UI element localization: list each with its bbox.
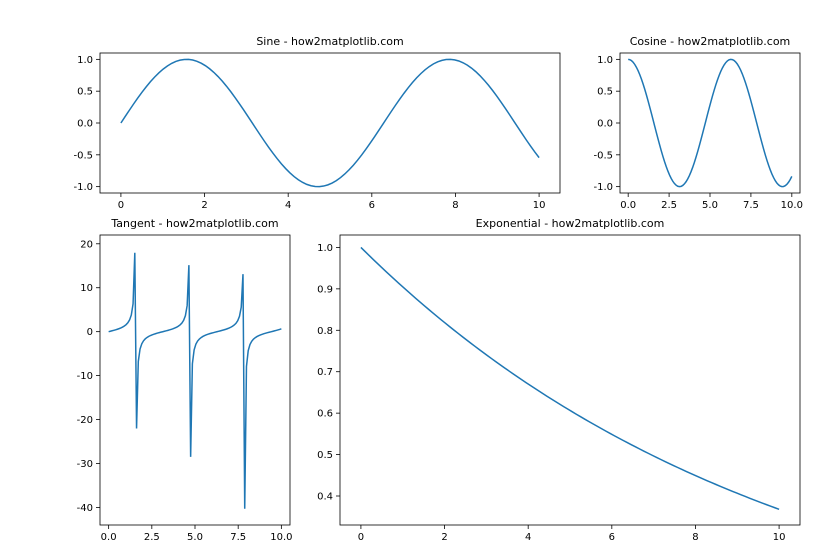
ytick-label: -10 — [77, 371, 93, 382]
ytick-label: 0.0 — [77, 119, 93, 130]
subplot-title: Exponential - how2matplotlib.com — [476, 217, 665, 230]
subplot-2: 0.0 2.5 5.0 7.5 10.0 -40 -30 -20 -10 0 10 20 Tangent… — [77, 217, 293, 543]
subplot-title: Sine - how2matplotlib.com — [256, 35, 403, 48]
xtick-label: 0 — [118, 200, 124, 211]
ytick-label: -1.0 — [73, 182, 93, 193]
xtick-label: 2.5 — [661, 200, 677, 211]
subplot-title: Tangent - how2matplotlib.com — [110, 217, 278, 230]
ytick-label: 1.0 — [77, 55, 93, 66]
xtick-label: 10.0 — [270, 532, 292, 543]
xtick-label: 10 — [773, 532, 786, 543]
xtick-label: 5.0 — [187, 532, 203, 543]
xtick-label: 8 — [452, 200, 458, 211]
ytick-label: 0.8 — [317, 326, 333, 337]
series-line — [121, 59, 539, 186]
ytick-label: -1.0 — [593, 182, 613, 193]
subplot-3: 0 2 4 6 8 10 0.4 0.5 0.6 0.7 0.8 0.9 1.0 Exponential … — [317, 217, 800, 543]
xtick-label: 4 — [285, 200, 291, 211]
xtick-label: 10.0 — [781, 200, 803, 211]
xtick-label: 8 — [692, 532, 698, 543]
series-line — [109, 253, 282, 509]
ytick-label: 0.6 — [317, 409, 333, 420]
ytick-label: 1.0 — [317, 243, 333, 254]
ytick-label: 0.7 — [317, 367, 333, 378]
xtick-label: 10 — [533, 200, 546, 211]
xtick-label: 2 — [441, 532, 447, 543]
ytick-label: -40 — [77, 503, 93, 514]
ytick-label: 0.5 — [77, 87, 93, 98]
xtick-label: 0.0 — [620, 200, 636, 211]
xtick-label: 7.5 — [230, 532, 246, 543]
figure: 0 2 4 6 8 10 -1.0 -0.5 0.0 0.5 1.0 Sine - how2matpl… — [0, 0, 840, 560]
ytick-label: 20 — [80, 239, 93, 250]
axes-border — [620, 53, 800, 193]
xtick-label: 2.5 — [144, 532, 160, 543]
ytick-label: -20 — [77, 415, 93, 426]
subplot-0: 0 2 4 6 8 10 -1.0 -0.5 0.0 0.5 1.0 Sine - how2matpl… — [73, 35, 560, 211]
ytick-label: 1.0 — [597, 55, 613, 66]
ytick-label: 0.5 — [317, 450, 333, 461]
series-line — [628, 59, 792, 186]
series-line — [361, 247, 779, 509]
xtick-label: 4 — [525, 532, 531, 543]
ytick-label: -0.5 — [593, 150, 613, 161]
ytick-label: 0 — [87, 327, 93, 338]
xtick-label: 5.0 — [702, 200, 718, 211]
ytick-label: 10 — [80, 283, 93, 294]
axes-border — [100, 235, 290, 525]
ytick-label: -0.5 — [73, 150, 93, 161]
ytick-label: 0.0 — [597, 119, 613, 130]
xtick-label: 0.0 — [101, 532, 117, 543]
ytick-label: 0.4 — [317, 492, 333, 503]
xtick-label: 2 — [201, 200, 207, 211]
xtick-label: 0 — [358, 532, 364, 543]
xtick-label: 6 — [369, 200, 375, 211]
axes-border — [100, 53, 560, 193]
subplot-title: Cosine - how2matplotlib.com — [630, 35, 791, 48]
subplot-1: 0.0 2.5 5.0 7.5 10.0 -1.0 -0.5 0.0 0.5 1.0 Cosine … — [593, 35, 802, 211]
xtick-label: 7.5 — [743, 200, 759, 211]
xtick-label: 6 — [609, 532, 615, 543]
ytick-label: 0.9 — [317, 284, 333, 295]
ytick-label: 0.5 — [597, 87, 613, 98]
axes-border — [340, 235, 800, 525]
ytick-label: -30 — [77, 459, 93, 470]
